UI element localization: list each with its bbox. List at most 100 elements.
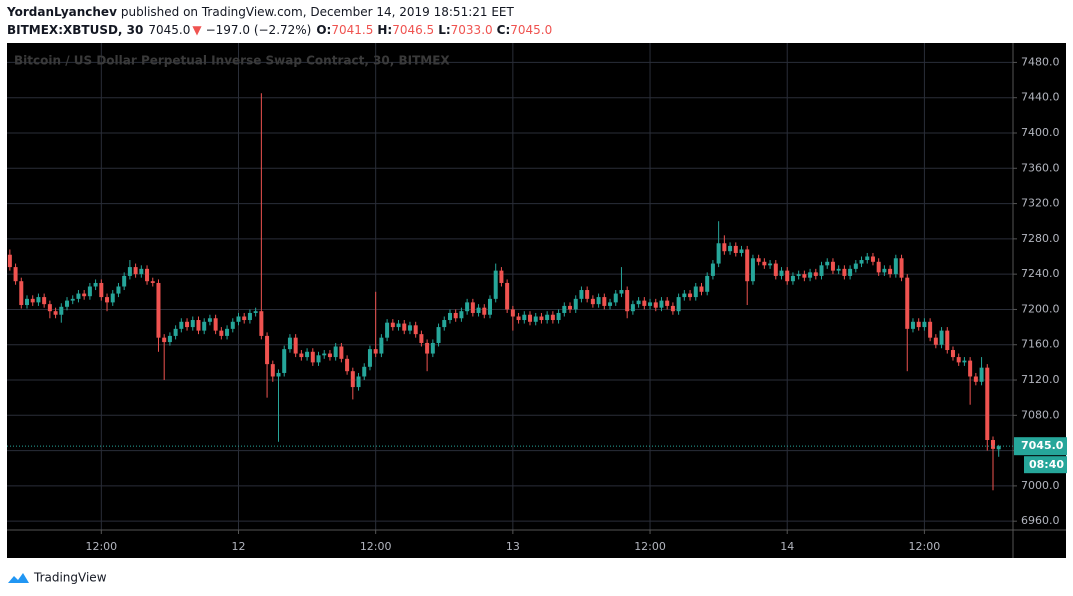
candle-body xyxy=(316,355,321,363)
candle-body xyxy=(287,337,292,350)
header-line: YordanLyanchev published on TradingView.c… xyxy=(6,5,514,19)
candle-body xyxy=(247,312,252,321)
candle-body xyxy=(916,321,921,328)
candle-body xyxy=(487,298,492,315)
x-tick-label: 14 xyxy=(780,540,794,553)
candle-body xyxy=(710,263,715,276)
candle-body xyxy=(339,346,344,359)
candle-body xyxy=(156,282,161,338)
candle-body xyxy=(922,321,927,328)
y-tick-label: 7200.0 xyxy=(1021,302,1060,315)
candle-body xyxy=(790,275,795,282)
x-tick-label: 13 xyxy=(506,540,520,553)
candle-body xyxy=(333,346,338,358)
candle-body xyxy=(728,245,733,252)
candle-body xyxy=(13,267,18,282)
candle-body xyxy=(327,353,332,358)
chart-background xyxy=(7,43,1066,558)
candle-body xyxy=(390,322,395,328)
candle-body xyxy=(556,312,561,321)
candle-body xyxy=(470,302,475,313)
candle-body xyxy=(733,245,738,253)
candle-body xyxy=(219,330,224,336)
candle-body xyxy=(968,360,973,377)
candle-body xyxy=(785,270,790,282)
candle-body xyxy=(430,342,435,354)
candle-body xyxy=(893,258,898,275)
symbol: BITMEX:XBTUSD, 30 xyxy=(7,23,143,37)
candle-body xyxy=(722,243,727,252)
candle-body xyxy=(242,316,247,321)
candle-body xyxy=(105,297,110,303)
candle-body xyxy=(173,328,178,336)
candle-body xyxy=(305,351,310,358)
candle-body xyxy=(76,293,81,299)
candle-body xyxy=(402,323,407,331)
candle-body xyxy=(773,263,778,276)
candle-body xyxy=(310,351,315,363)
logo-icon xyxy=(8,573,29,583)
candle-body xyxy=(213,318,218,331)
ohlc-value: 7045.0 xyxy=(510,23,552,37)
candle-body xyxy=(590,298,595,305)
candle-body xyxy=(699,286,704,292)
candle-body xyxy=(99,282,104,298)
candle-body xyxy=(619,290,624,294)
candle-body xyxy=(379,337,384,354)
candle-body xyxy=(865,256,870,261)
candle-body xyxy=(870,256,875,262)
candle-body xyxy=(648,302,653,306)
candle-body xyxy=(476,307,481,313)
candle-body xyxy=(876,261,881,273)
candle-body xyxy=(236,316,241,322)
y-tick-label: 7120.0 xyxy=(1021,373,1060,386)
candle-body xyxy=(653,302,658,308)
candle-body xyxy=(299,353,304,358)
candle-body xyxy=(842,268,847,276)
x-tick-label: 12 xyxy=(231,540,245,553)
candle-body xyxy=(688,293,693,298)
candle-body xyxy=(933,337,938,345)
footer-brand: TradingView xyxy=(33,571,107,585)
candle-body xyxy=(150,281,155,283)
candle-body xyxy=(768,263,773,266)
candle-body xyxy=(848,268,853,276)
candle-body xyxy=(7,254,12,268)
candle-body xyxy=(602,297,607,306)
candle-body xyxy=(82,293,87,297)
candle-body xyxy=(756,258,761,262)
candle-body xyxy=(116,286,121,294)
candle-body xyxy=(962,360,967,363)
candle-body xyxy=(162,337,167,343)
candle-body xyxy=(573,298,578,310)
candle-body xyxy=(625,290,630,312)
countdown: 08:40 xyxy=(1029,458,1064,471)
candle-body xyxy=(990,440,995,449)
candle-body xyxy=(528,314,533,322)
candle-body xyxy=(65,300,70,307)
candle-body xyxy=(179,321,184,329)
candle-body xyxy=(436,327,441,343)
candle-body xyxy=(545,314,550,321)
x-tick-label: 12:00 xyxy=(85,540,117,553)
y-tick-label: 7000.0 xyxy=(1021,479,1060,492)
candle-body xyxy=(293,337,298,354)
candle-body xyxy=(396,323,401,328)
candle-body xyxy=(539,316,544,321)
published: published on TradingView.com, December 1… xyxy=(121,5,515,19)
candle-body xyxy=(636,300,641,305)
candle-body xyxy=(425,342,430,354)
header: YordanLyanchev published on TradingView.c… xyxy=(6,5,552,37)
candle-body xyxy=(762,261,767,266)
candle-body xyxy=(888,268,893,275)
candle-body xyxy=(122,275,127,287)
candles xyxy=(7,93,1001,491)
candle-body xyxy=(190,320,195,328)
candle-body xyxy=(70,298,75,301)
candle-body xyxy=(133,267,138,275)
candle-body xyxy=(836,268,841,271)
candle-body xyxy=(996,446,1001,450)
candle-body xyxy=(25,298,30,306)
candle-body xyxy=(510,309,515,317)
